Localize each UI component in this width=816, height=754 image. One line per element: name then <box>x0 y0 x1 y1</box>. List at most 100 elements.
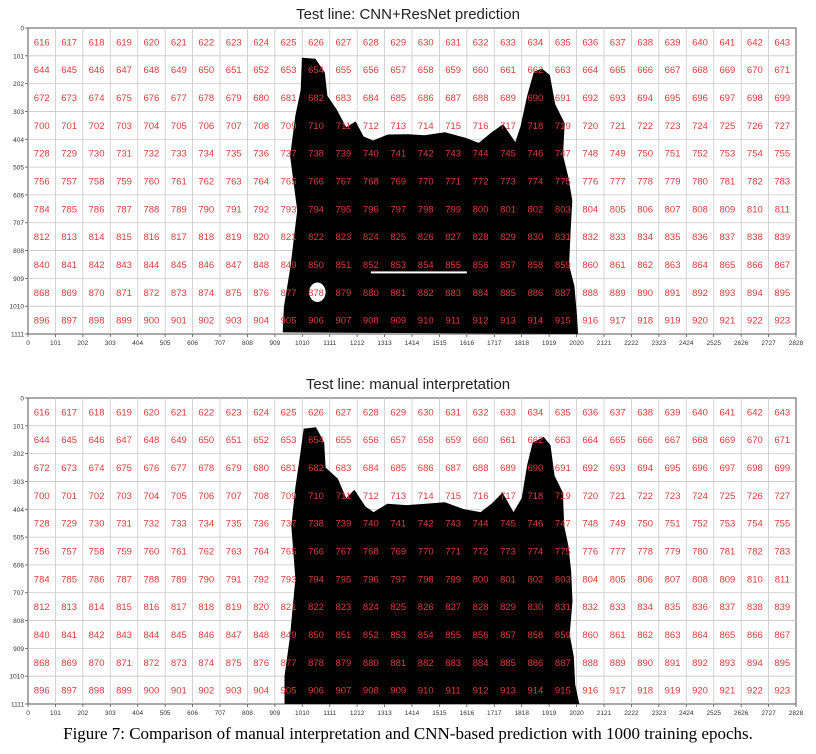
grid-cell-label: 853 <box>390 260 406 271</box>
grid-cell-label: 911 <box>446 686 461 697</box>
grid-cell-label: 622 <box>198 37 214 48</box>
grid-cell-label: 838 <box>747 232 763 243</box>
grid-cell-label: 864 <box>692 630 708 641</box>
grid-cell-label: 893 <box>719 658 735 669</box>
grid-cell-label: 624 <box>253 37 269 48</box>
grid-cell-label: 888 <box>582 658 598 669</box>
grid-cell-label: 739 <box>335 519 351 530</box>
grid-cell-label: 682 <box>308 93 324 104</box>
grid-cell-label: 877 <box>281 658 297 669</box>
grid-cell-label: 660 <box>473 435 489 446</box>
x-tick-label: 404 <box>132 340 143 347</box>
grid-cell-label: 616 <box>34 37 50 48</box>
grid-cell-label: 676 <box>143 463 159 474</box>
grid-cell-label: 803 <box>555 204 571 215</box>
grid-cell-label: 713 <box>390 491 406 502</box>
grid-cell-label: 727 <box>774 491 790 502</box>
grid-cell-label: 906 <box>308 686 324 697</box>
grid-cell-label: 758 <box>89 547 105 558</box>
grid-cell-label: 700 <box>34 491 50 502</box>
grid-cell-label: 815 <box>116 232 132 243</box>
grid-cell-label: 863 <box>665 260 681 271</box>
grid-cell-label: 798 <box>418 574 434 585</box>
x-tick-label: 2727 <box>761 340 776 347</box>
grid-cell-label: 719 <box>555 491 571 502</box>
grid-cell-label: 750 <box>637 519 653 530</box>
grid-cell-label: 817 <box>171 232 187 243</box>
grid-cell-label: 860 <box>582 630 598 641</box>
x-tick-label: 2121 <box>597 340 612 347</box>
x-tick-label: 1010 <box>295 340 310 347</box>
grid-cell-label: 870 <box>89 288 105 299</box>
grid-cell-label: 690 <box>527 93 543 104</box>
grid-cell-label: 741 <box>390 519 406 530</box>
grid-cell-label: 854 <box>418 260 434 271</box>
grid-cell-label: 733 <box>171 149 187 160</box>
grid-cell-label: 918 <box>637 316 653 327</box>
grid-cell-label: 886 <box>527 658 543 669</box>
grid-cell-label: 778 <box>637 177 653 188</box>
grid-cell-label: 890 <box>637 288 653 299</box>
y-tick-label: 606 <box>13 192 24 199</box>
grid-cell-label: 861 <box>610 630 626 641</box>
x-tick-label: 1616 <box>460 710 475 717</box>
grid-cell-label: 799 <box>445 574 461 585</box>
grid-cell-label: 784 <box>34 204 50 215</box>
grid-cell-label: 649 <box>171 435 187 446</box>
grid-cell-label: 852 <box>363 630 379 641</box>
grid-cell-label: 833 <box>610 232 626 243</box>
grid-cell-label: 850 <box>308 260 324 271</box>
grid-cell-label: 775 <box>555 177 571 188</box>
grid-cell-label: 618 <box>89 37 105 48</box>
grid-cell-label: 738 <box>308 149 324 160</box>
grid-cell-label: 858 <box>527 260 543 271</box>
grid-cell-label: 665 <box>610 435 626 446</box>
grid-cell-label: 826 <box>418 232 434 243</box>
grid-cell-label: 717 <box>500 491 516 502</box>
grid-cell-label: 779 <box>665 547 681 558</box>
grid-cell-label: 761 <box>171 177 187 188</box>
grid-cell-label: 670 <box>747 435 763 446</box>
grid-cell-label: 665 <box>610 65 626 76</box>
x-tick-label: 2323 <box>652 340 667 347</box>
y-tick-label: 0 <box>20 26 24 33</box>
grid-cell-label: 906 <box>308 316 324 327</box>
grid-cell-label: 841 <box>61 260 77 271</box>
grid-cell-label: 709 <box>281 491 297 502</box>
grid-cell-label: 630 <box>418 407 434 418</box>
grid-cell-label: 772 <box>473 177 489 188</box>
grid-cell-label: 696 <box>692 463 708 474</box>
grid-cell-label: 873 <box>171 658 187 669</box>
y-tick-label: 0 <box>20 396 24 403</box>
grid-cell-label: 645 <box>61 435 77 446</box>
grid-cell-label: 759 <box>116 547 132 558</box>
grid-cell-label: 801 <box>500 204 516 215</box>
grid-cell-label: 635 <box>555 37 571 48</box>
grid-cell-label: 697 <box>719 93 735 104</box>
grid-cell-label: 917 <box>610 686 626 697</box>
grid-cell-label: 888 <box>582 288 598 299</box>
grid-cell-label: 708 <box>253 491 269 502</box>
grid-cell-label: 732 <box>143 149 159 160</box>
x-tick-label: 606 <box>187 710 198 717</box>
x-tick-label: 2222 <box>624 710 639 717</box>
grid-cell-label: 696 <box>692 93 708 104</box>
grid-cell-label: 870 <box>89 658 105 669</box>
grid-cell-label: 826 <box>418 602 434 613</box>
grid-cell-label: 704 <box>143 121 159 132</box>
grid-cell-label: 839 <box>774 232 790 243</box>
y-tick-label: 808 <box>13 618 24 625</box>
grid-cell-label: 796 <box>363 204 379 215</box>
grid-cell-label: 685 <box>390 463 406 474</box>
grid-cell-label: 737 <box>281 519 297 530</box>
grid-cell-label: 695 <box>665 463 681 474</box>
grid-cell-label: 702 <box>89 121 105 132</box>
grid-cell-label: 843 <box>116 260 132 271</box>
grid-cell-label: 807 <box>665 574 681 585</box>
grid-cell-label: 912 <box>473 316 489 327</box>
x-tick-label: 2727 <box>761 710 776 717</box>
grid-cell-label: 845 <box>171 630 187 641</box>
grid-cell-label: 690 <box>527 463 543 474</box>
grid-cell-label: 622 <box>198 407 214 418</box>
grid-cell-label: 743 <box>445 149 461 160</box>
